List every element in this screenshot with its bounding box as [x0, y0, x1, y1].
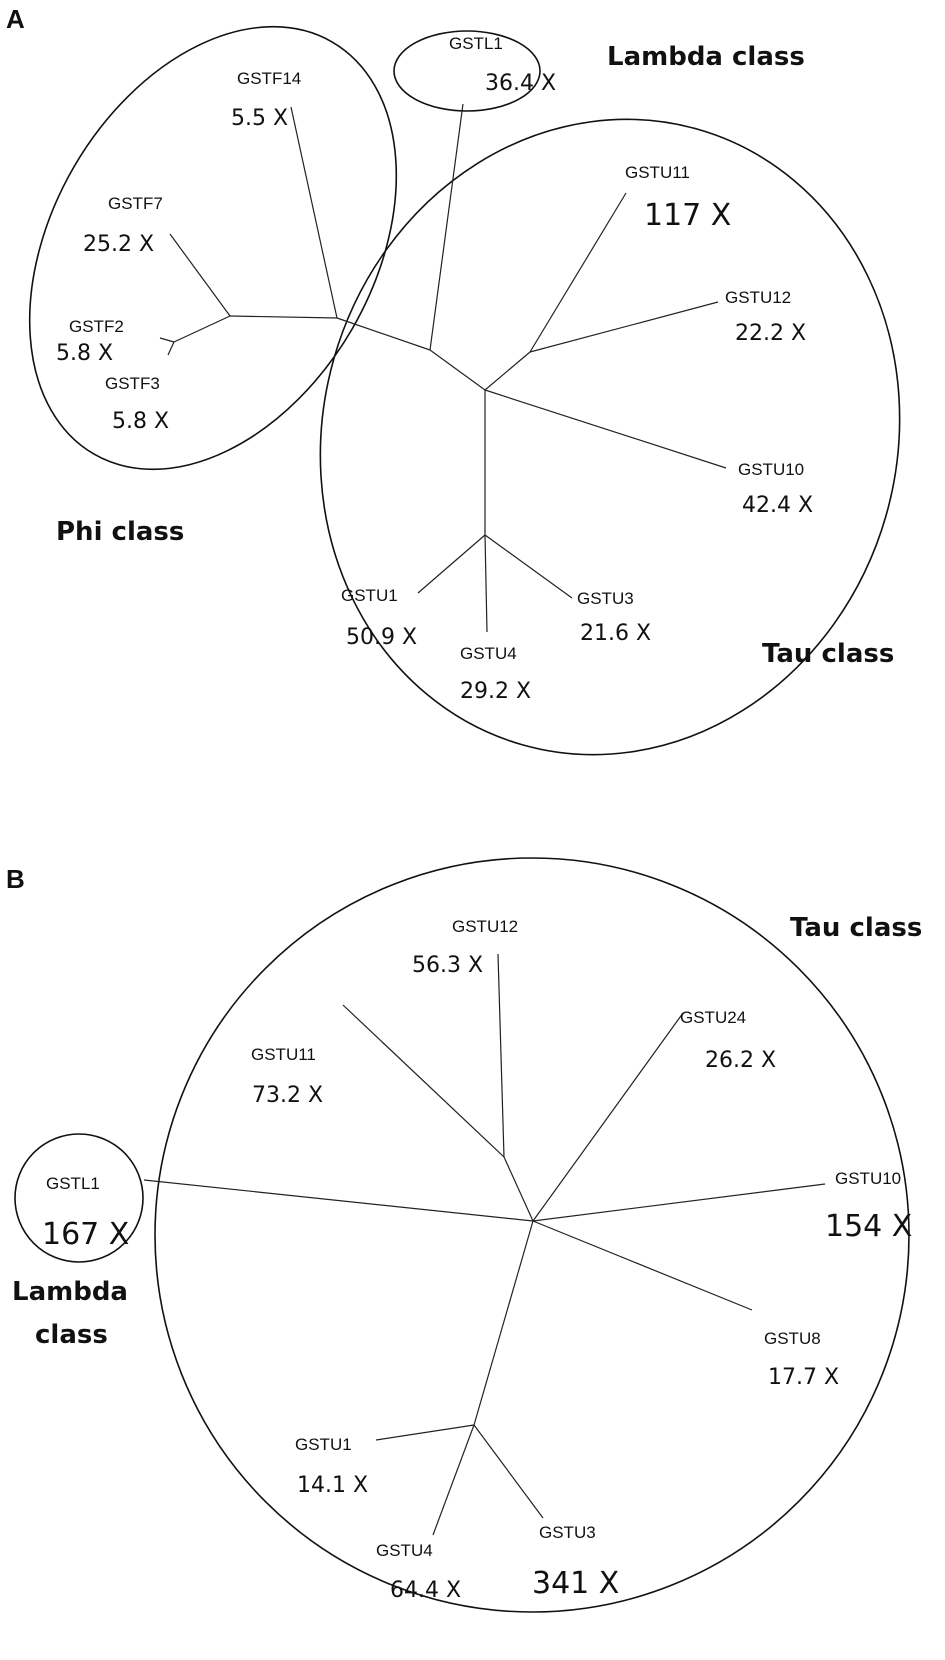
class-label-tau: Tau class: [762, 639, 894, 669]
branch-gstu3: [484, 534, 573, 599]
gene-label-gstu1: GSTU1: [341, 586, 398, 605]
branch-gstu11: [529, 192, 627, 353]
gene-label-gstu3: GSTU3: [577, 589, 634, 608]
lambda-class-ellipse: [393, 30, 541, 112]
branch-gstf7: [169, 233, 231, 317]
fold-change-gstu24-b: 26.2 X: [705, 1048, 776, 1073]
gene-label-gstu12-b: GSTU12: [452, 917, 518, 936]
branch-gstu1: [417, 534, 486, 594]
branch-gstu8-b: [532, 1220, 753, 1311]
fold-change-gstu1: 50.9 X: [346, 625, 417, 650]
branch-gstf2: [159, 337, 175, 343]
fold-change-gstu4: 29.2 X: [460, 679, 531, 704]
panel-b-label: B: [6, 864, 25, 894]
branch-phi-root: [229, 315, 338, 319]
fold-change-gstu12: 22.2 X: [735, 321, 806, 346]
branch-gstu12: [529, 301, 719, 353]
class-label-lambda: Lambda class: [607, 42, 805, 72]
panel-a: A GSTF14 5.5 X GSTF7: [6, 4, 901, 756]
fold-change-gstu3-b: 341 X: [532, 1566, 619, 1601]
fold-change-gstf7: 25.2 X: [83, 232, 154, 257]
gene-label-gstl1: GSTL1: [449, 34, 503, 53]
branch-u11u12-node-b: [503, 1156, 534, 1222]
class-label-lambda-b-line1: Lambda: [12, 1277, 128, 1307]
tau-class-circle: [154, 857, 910, 1613]
fold-change-gstu3: 21.6 X: [580, 621, 651, 646]
gene-label-gstu10: GSTU10: [738, 460, 804, 479]
gene-label-gstf2: GSTF2: [69, 317, 124, 336]
branch-lower-stem-b: [473, 1220, 534, 1426]
class-label-lambda-b-line2: class: [35, 1320, 108, 1350]
panel-b: B GSTL1 167 X GSTU12 56.3 X GSTU11 73.2 …: [6, 857, 922, 1613]
branch-center: [336, 317, 431, 351]
fold-change-gstu10: 42.4 X: [742, 493, 813, 518]
branch-gstu11-b: [342, 1004, 505, 1158]
fold-change-gstu12-b: 56.3 X: [412, 953, 483, 978]
panel-a-label: A: [6, 4, 25, 34]
fold-change-gstf14: 5.5 X: [231, 106, 288, 131]
branch-tau-root: [429, 349, 486, 391]
branch-gstu10: [484, 389, 727, 469]
branch-gstu4-b: [432, 1424, 475, 1536]
gene-label-gstu24-b: GSTU24: [680, 1008, 746, 1027]
tau-class-ellipse: [319, 118, 901, 756]
fold-change-gstu11: 117 X: [644, 198, 731, 233]
branch-gstu24-b: [532, 1012, 684, 1222]
fold-change-gstu8-b: 17.7 X: [768, 1365, 839, 1390]
fold-change-gstu11-b: 73.2 X: [252, 1083, 323, 1108]
branch-gstu10-b: [532, 1183, 826, 1222]
branch-gstu3-b: [473, 1424, 544, 1519]
class-label-phi: Phi class: [56, 517, 184, 547]
gene-label-gstu3-b: GSTU3: [539, 1523, 596, 1542]
lambda-class-circle: [14, 1133, 144, 1263]
fold-change-gstu1-b: 14.1 X: [297, 1473, 368, 1498]
phi-class-ellipse: [28, 25, 398, 471]
branch-gstu4: [484, 534, 488, 633]
fold-change-gstu10-b: 154 X: [825, 1209, 912, 1244]
class-label-tau-b: Tau class: [790, 913, 922, 943]
gene-label-gstf14: GSTF14: [237, 69, 301, 88]
fold-change-gstu4-b: 64.4 X: [390, 1578, 461, 1603]
panel-a-tree: [159, 103, 727, 633]
fold-change-gstl1: 36.4 X: [485, 71, 556, 96]
gene-label-gstf7: GSTF7: [108, 194, 163, 213]
branch-u11u12-node: [484, 351, 531, 391]
fold-change-gstf3: 5.8 X: [112, 409, 169, 434]
gene-label-gstl1-b: GSTL1: [46, 1174, 100, 1193]
branch-gstl1-b: [143, 1179, 534, 1222]
branch-gstu1-b: [375, 1424, 475, 1441]
branch-gstl1: [429, 103, 464, 351]
fold-change-gstl1-b: 167 X: [42, 1217, 129, 1252]
branch-gstf14: [290, 106, 338, 319]
panel-b-tree: [143, 953, 826, 1536]
branch-gstf3: [167, 341, 175, 356]
fold-change-gstf2: 5.8 X: [56, 341, 113, 366]
gene-label-gstu8-b: GSTU8: [764, 1329, 821, 1348]
gene-label-gstu4: GSTU4: [460, 644, 517, 663]
branch-f2f3-node: [173, 315, 231, 343]
gene-label-gstu4-b: GSTU4: [376, 1541, 433, 1560]
gene-label-gstu11-b: GSTU11: [251, 1045, 316, 1064]
branch-gstu12-b: [497, 953, 505, 1158]
gene-label-gstu12: GSTU12: [725, 288, 791, 307]
gene-label-gstu1-b: GSTU1: [295, 1435, 352, 1454]
gene-label-gstu11: GSTU11: [625, 163, 690, 182]
gene-label-gstu10-b: GSTU10: [835, 1169, 901, 1188]
gene-label-gstf3: GSTF3: [105, 374, 160, 393]
